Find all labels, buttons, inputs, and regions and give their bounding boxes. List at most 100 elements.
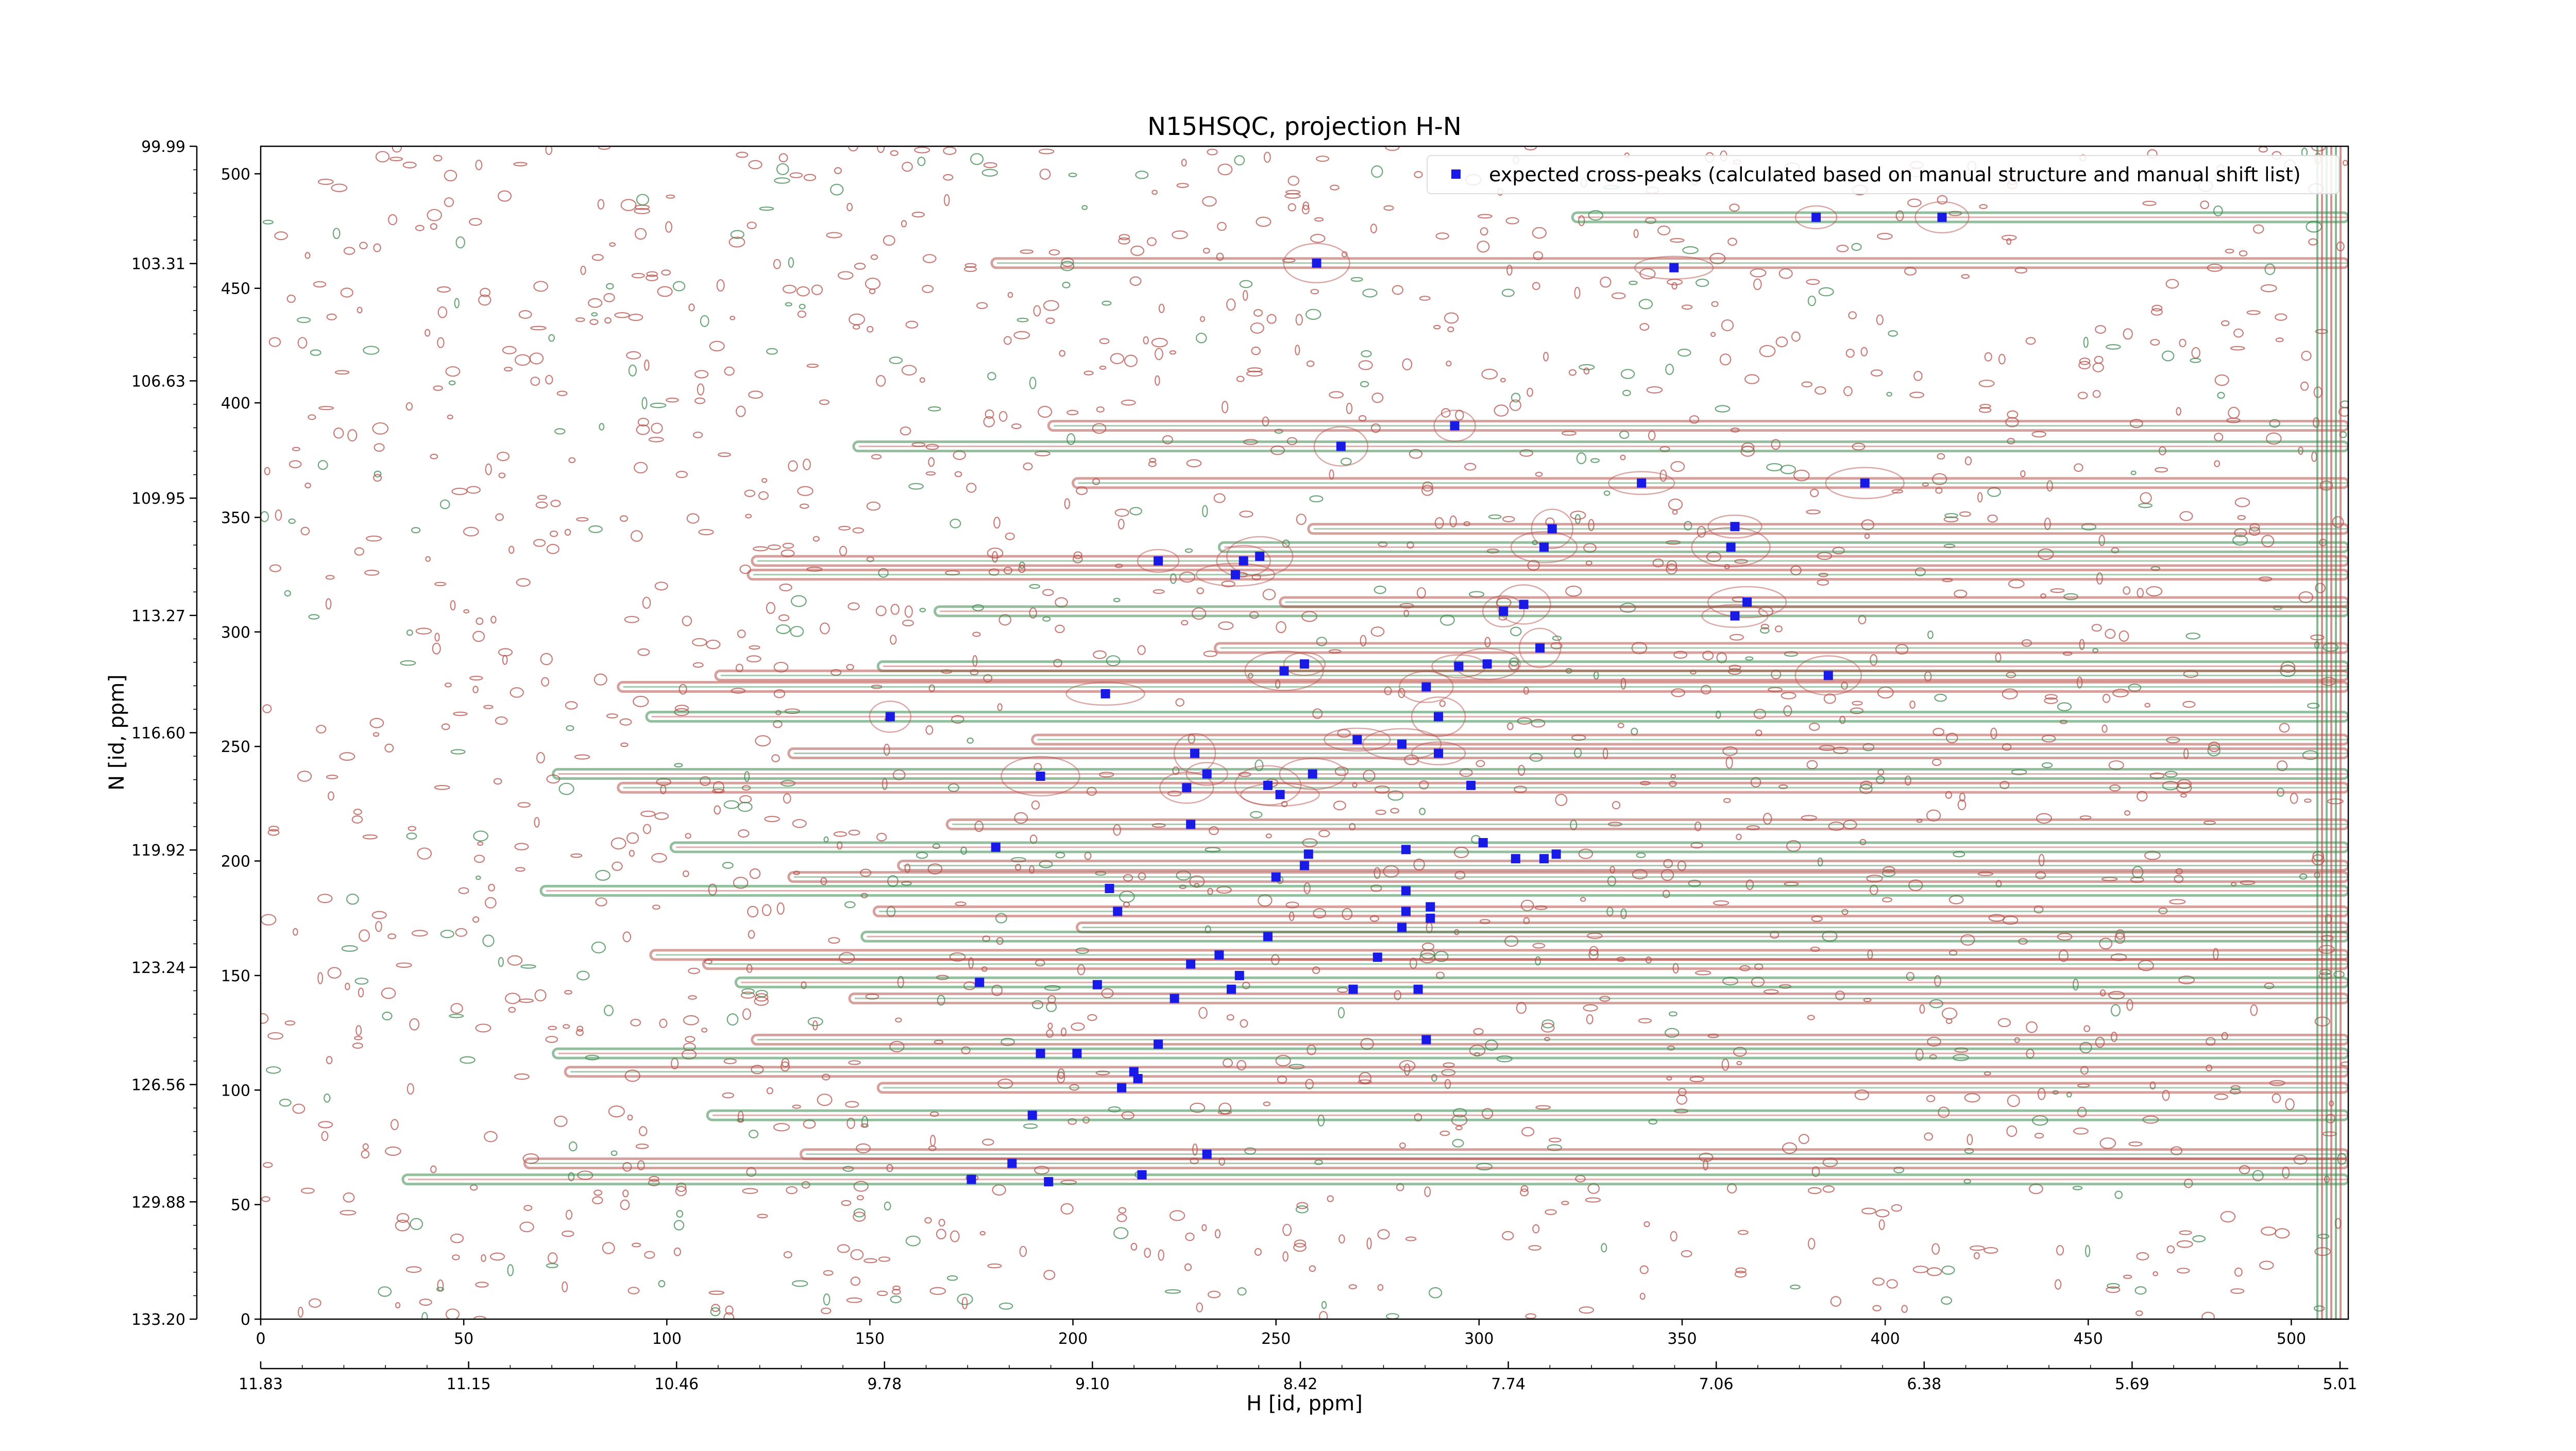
noise-contour — [625, 351, 641, 360]
noise-contour — [445, 1308, 460, 1319]
noise-contour — [2073, 978, 2079, 991]
noise-contour — [473, 830, 489, 842]
noise-contour — [498, 648, 513, 657]
noise-contour — [2301, 350, 2312, 361]
noise-contour — [2102, 693, 2111, 703]
noise-contour — [450, 600, 456, 611]
noise-contour — [981, 1138, 994, 1146]
noise-contour — [682, 616, 692, 626]
noise-contour — [890, 635, 897, 645]
noise-contour — [1201, 1224, 1207, 1232]
noise-contour — [346, 893, 359, 905]
noise-contour — [1071, 1022, 1085, 1031]
noise-contour — [514, 1073, 530, 1080]
noise-contour — [697, 383, 705, 396]
streak-band — [539, 884, 2348, 897]
streak-band — [401, 1173, 2348, 1186]
noise-contour — [1013, 331, 1030, 339]
noise-contour — [472, 686, 479, 693]
noise-contour — [1808, 1238, 1816, 1250]
noise-contour — [2135, 1310, 2143, 1316]
noise-contour — [297, 771, 312, 782]
peak-contour — [1216, 544, 1271, 577]
noise-contour — [2041, 735, 2056, 743]
noise-contour — [1158, 303, 1165, 313]
noise-contour — [972, 631, 981, 637]
noise-contour — [1303, 882, 1311, 894]
noise-contour — [466, 486, 481, 494]
noise-contour — [1886, 1279, 1898, 1289]
noise-contour — [1532, 227, 1547, 239]
noise-contour — [1256, 216, 1272, 227]
noise-contour — [1081, 205, 1088, 210]
noise-contour — [2220, 1210, 2236, 1223]
noise-contour — [2225, 248, 2234, 254]
noise-contour — [2028, 1183, 2043, 1194]
noise-contour — [1158, 1249, 1164, 1261]
noise-contour — [1860, 780, 1873, 790]
noise-contour — [823, 1293, 831, 1306]
noise-contour — [1848, 311, 1857, 319]
noise-contour — [2083, 1025, 2091, 1032]
noise-contour — [1031, 1000, 1044, 1010]
noise-contour — [889, 356, 903, 364]
noise-contour — [357, 306, 363, 314]
noise-contour — [1155, 348, 1163, 361]
noise-contour — [1809, 722, 1820, 731]
noise-contour — [1316, 637, 1328, 646]
noise-contour — [603, 1004, 614, 1016]
noise-contour — [1737, 1230, 1749, 1235]
noise-contour — [268, 826, 279, 832]
noise-contour — [1882, 897, 1892, 903]
noise-contour — [1383, 205, 1394, 211]
x-ppm-tick-label: 9.10 — [1075, 1375, 1110, 1393]
x-tick-label: 200 — [1058, 1330, 1088, 1348]
noise-contour — [1305, 309, 1321, 320]
noise-contour — [2203, 821, 2216, 825]
noise-contour — [1196, 332, 1207, 344]
noise-contour — [1701, 685, 1711, 695]
streak-band — [564, 1066, 2348, 1078]
noise-contour — [2290, 793, 2298, 804]
noise-contour — [1666, 279, 1683, 285]
noise-contour — [2252, 224, 2264, 234]
noise-contour — [811, 284, 823, 295]
noise-contour — [2002, 688, 2018, 699]
noise-contour — [1039, 168, 1051, 180]
noise-contour — [1944, 513, 1958, 518]
noise-contour — [922, 254, 937, 263]
noise-contour — [1083, 370, 1094, 375]
noise-contour — [1023, 462, 1033, 471]
cross-peak-point — [1190, 748, 1200, 758]
noise-contour — [2109, 784, 2121, 792]
noise-contour — [1561, 431, 1577, 436]
noise-contour — [889, 1040, 905, 1053]
noise-contour — [1997, 1018, 2011, 1028]
noise-contour — [1394, 990, 1402, 1000]
noise-contour — [1147, 237, 1157, 246]
noise-contour — [1909, 391, 1925, 398]
noise-contour — [1793, 469, 1810, 482]
noise-contour — [1399, 1060, 1416, 1072]
noise-contour — [1428, 1287, 1443, 1299]
noise-contour — [495, 513, 504, 521]
noise-contour — [1060, 261, 1075, 271]
noise-contour — [1603, 490, 1611, 496]
noise-contour — [2250, 1004, 2258, 1016]
noise-contour — [711, 1304, 720, 1312]
noise-contour — [1295, 314, 1303, 326]
noise-contour — [1312, 708, 1323, 719]
noise-contour — [1759, 345, 1776, 357]
noise-contour — [2201, 1311, 2215, 1319]
noise-contour — [359, 242, 368, 250]
noise-contour — [1244, 1147, 1257, 1155]
noise-contour — [507, 955, 523, 966]
noise-contour — [2239, 250, 2248, 257]
noise-contour — [2123, 328, 2133, 340]
noise-contour — [2041, 762, 2053, 769]
noise-contour — [1612, 801, 1621, 810]
noise-contour — [2006, 672, 2016, 678]
noise-contour — [1854, 1089, 1869, 1101]
noise-contour — [1266, 314, 1277, 324]
noise-contour — [844, 901, 856, 909]
